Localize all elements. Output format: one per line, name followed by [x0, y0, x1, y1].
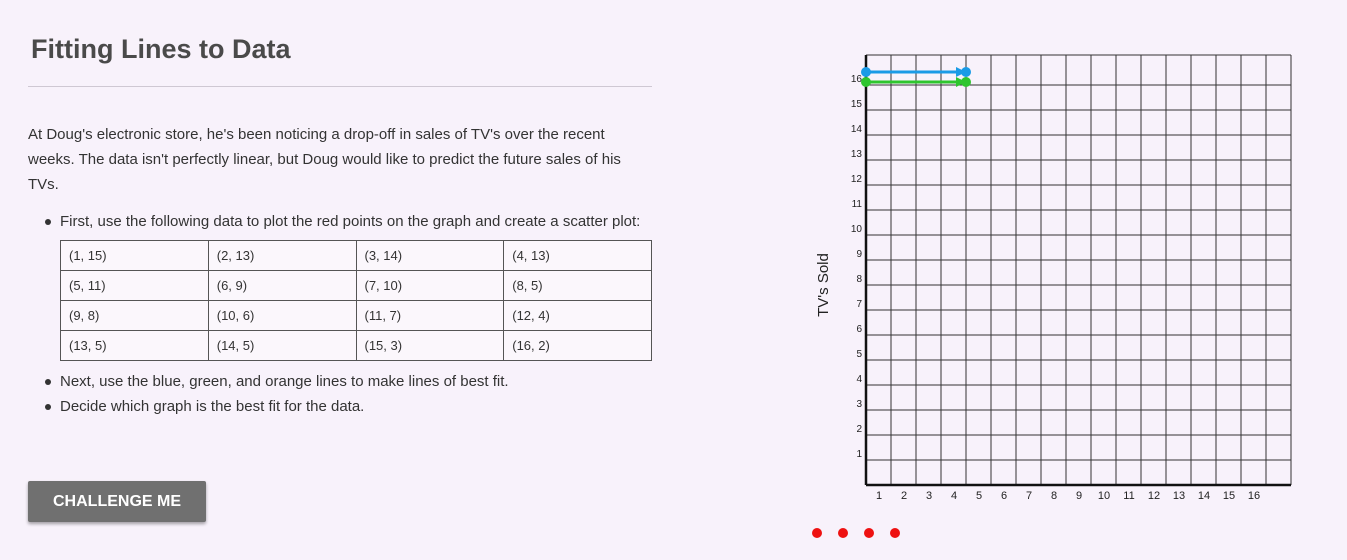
graph-canvas[interactable]: 1 2 3 4 5 6 7 8 9 10 11 12 13 14 15 1612345678910111213…	[800, 40, 1300, 510]
table-cell: (12, 4)	[503, 300, 652, 331]
x-tick-label: 14	[1198, 490, 1210, 502]
y-tick-label: 10	[851, 224, 863, 235]
y-tick-label: 16	[851, 74, 863, 85]
x-tick-label: 13	[1173, 490, 1185, 502]
x-tick-label: 5	[976, 490, 982, 502]
line-endpoint-handle[interactable]	[861, 77, 871, 87]
y-tick-label: 1	[856, 449, 862, 460]
line-endpoint-handle[interactable]	[861, 67, 871, 77]
table-cell: (1, 15)	[60, 240, 209, 271]
x-tick-label: 10	[1098, 490, 1110, 502]
table-cell: (13, 5)	[60, 330, 209, 361]
table-cell: (16, 2)	[503, 330, 652, 361]
table-cell: (10, 6)	[207, 300, 357, 331]
challenge-me-button[interactable]: CHALLENGE ME	[28, 481, 206, 522]
red-point-handle[interactable]	[838, 528, 848, 538]
y-tick-label: 2	[856, 424, 862, 435]
table-cell: (4, 13)	[503, 240, 652, 271]
table-cell: (6, 9)	[207, 270, 357, 301]
y-tick-label: 8	[856, 274, 862, 285]
table-row: (13, 5) (14, 5) (15, 3) (16, 2)	[60, 330, 652, 361]
table-cell: (2, 13)	[207, 240, 357, 271]
x-tick-label: 12	[1148, 490, 1160, 502]
y-tick-label: 11	[852, 199, 863, 210]
x-tick-label: 15	[1223, 490, 1235, 502]
x-tick-label: 6	[1001, 490, 1007, 502]
table-cell: (5, 11)	[60, 270, 209, 301]
instruction-step-3: Decide which graph is the best fit for t…	[42, 394, 652, 419]
x-tick-label: 16	[1248, 490, 1260, 502]
red-point-tray	[812, 528, 900, 538]
table-cell: (9, 8)	[60, 300, 209, 331]
table-row: (1, 15) (2, 13) (3, 14) (4, 13)	[60, 240, 652, 271]
line-endpoint-handle[interactable]	[961, 67, 971, 77]
table-cell: (8, 5)	[503, 270, 652, 301]
y-tick-label: 14	[851, 124, 863, 135]
page-title: Fitting Lines to Data	[31, 34, 291, 64]
intro-paragraph: At Doug's electronic store, he's been no…	[28, 126, 621, 193]
line-endpoint-handle[interactable]	[961, 77, 971, 87]
instruction-step-1: First, use the following data to plot th…	[42, 209, 652, 234]
red-point-handle[interactable]	[890, 528, 900, 538]
x-tick-label: 4	[951, 490, 957, 502]
title-divider	[28, 86, 652, 87]
y-tick-label: 6	[856, 324, 862, 335]
y-axis-label: TV's Sold	[815, 253, 832, 317]
instruction-step-2: Next, use the blue, green, and orange li…	[42, 369, 652, 394]
x-tick-label: 2	[901, 490, 907, 502]
table-cell: (11, 7)	[355, 300, 505, 331]
y-tick-label: 5	[856, 349, 862, 360]
lesson-panel: Fitting Lines to Data At Doug's electron…	[28, 0, 652, 419]
table-cell: (14, 5)	[207, 330, 357, 361]
instruction-list-2: Next, use the blue, green, and orange li…	[28, 369, 652, 419]
y-tick-label: 15	[851, 99, 863, 110]
red-point-handle[interactable]	[812, 528, 822, 538]
data-table: (1, 15) (2, 13) (3, 14) (4, 13) (5, 11) (6, 9…	[60, 240, 652, 361]
table-cell: (15, 3)	[355, 330, 505, 361]
table-cell: (3, 14)	[355, 240, 505, 271]
y-tick-label: 3	[856, 399, 862, 410]
instruction-list: First, use the following data to plot th…	[28, 209, 652, 234]
table-row: (5, 11) (6, 9) (7, 10) (8, 5)	[60, 270, 652, 301]
y-tick-label: 7	[856, 299, 862, 310]
x-tick-label: 7	[1026, 490, 1032, 502]
x-tick-label: 8	[1051, 490, 1057, 502]
y-tick-label: 12	[851, 174, 863, 185]
y-tick-label: 9	[856, 249, 862, 260]
x-tick-label: 9	[1076, 490, 1082, 502]
y-tick-label: 13	[851, 149, 863, 160]
y-tick-label: 4	[856, 374, 862, 385]
table-row: (9, 8) (10, 6) (11, 7) (12, 4)	[60, 300, 652, 331]
x-tick-label: 3	[926, 490, 932, 502]
x-tick-label: 11	[1123, 490, 1134, 502]
table-cell: (7, 10)	[355, 270, 505, 301]
x-tick-label: 1	[876, 490, 882, 502]
red-point-handle[interactable]	[864, 528, 874, 538]
